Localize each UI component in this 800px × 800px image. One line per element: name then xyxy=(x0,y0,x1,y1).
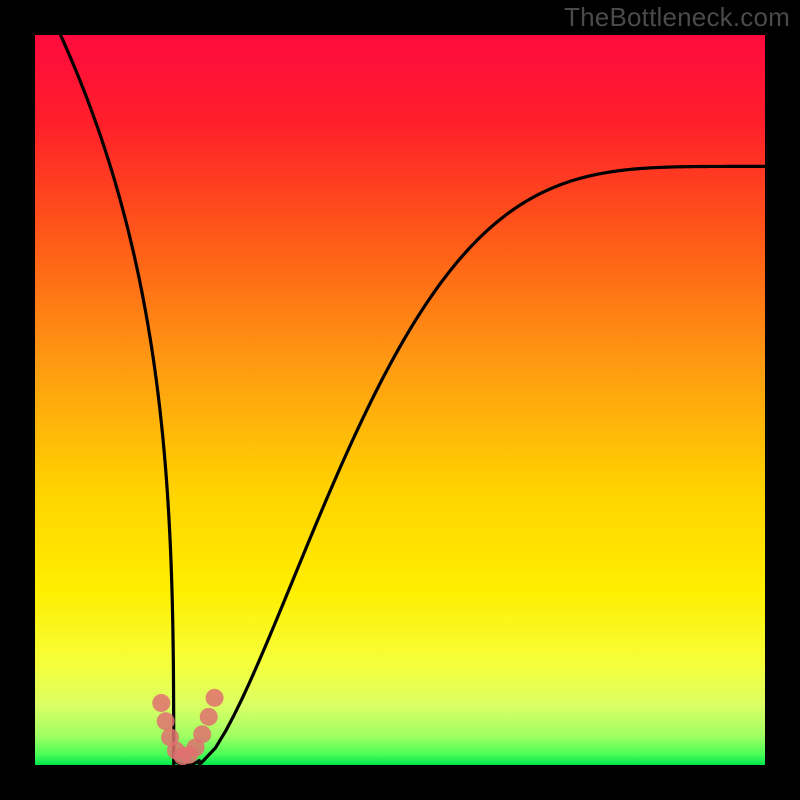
valley-marker xyxy=(157,712,175,730)
bottleneck-curve-chart xyxy=(35,35,765,765)
chart-background xyxy=(35,35,765,765)
valley-marker xyxy=(152,694,170,712)
valley-marker xyxy=(200,708,218,726)
valley-marker xyxy=(206,689,224,707)
valley-marker xyxy=(193,725,211,743)
chart-container xyxy=(35,35,765,765)
watermark-text: TheBottleneck.com xyxy=(564,2,790,33)
